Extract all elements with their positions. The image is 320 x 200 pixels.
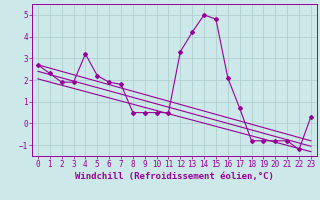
X-axis label: Windchill (Refroidissement éolien,°C): Windchill (Refroidissement éolien,°C) [75, 172, 274, 181]
